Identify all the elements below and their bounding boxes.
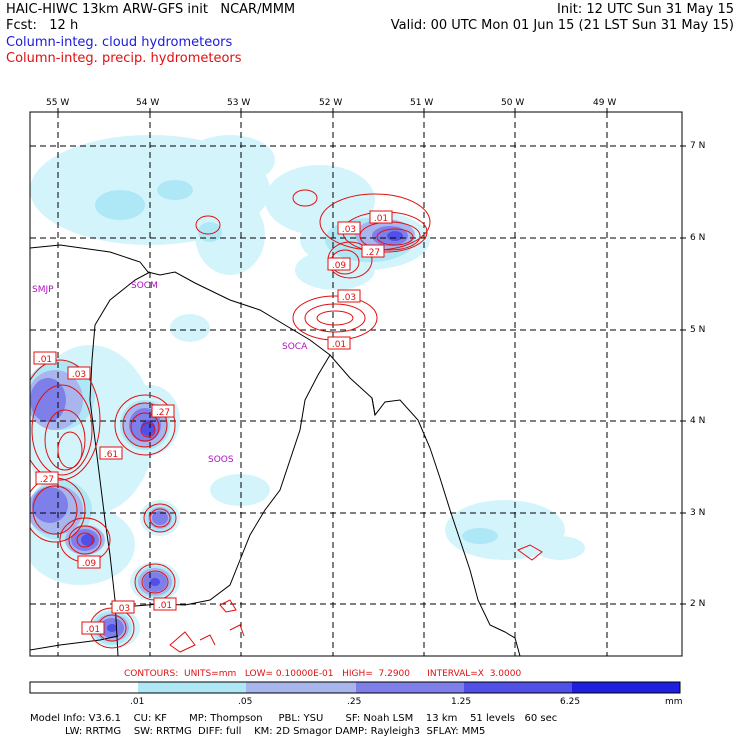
legend-cloud-title: Column-integ. cloud hydrometeors bbox=[6, 35, 233, 50]
contour-label: .09 bbox=[332, 261, 347, 271]
contour-label-boxes bbox=[33, 210, 393, 635]
lon-label: 52 W bbox=[319, 98, 343, 108]
legend-label: 1.25 bbox=[451, 697, 472, 707]
contour-label: .27 bbox=[40, 475, 54, 485]
station-label-socm: SOCM bbox=[131, 281, 158, 291]
precip-contours bbox=[30, 189, 543, 653]
contour-info: CONTOURS: UNITS=mm LOW= 0.10000E-01 HIGH… bbox=[124, 669, 522, 679]
station-label-soos: SOOS bbox=[208, 455, 234, 465]
lat-label: 7 N bbox=[690, 141, 706, 151]
header-valid: Valid: 00 UTC Mon 01 Jun 15 (21 LST Sun … bbox=[390, 18, 734, 33]
contour-label: .01 bbox=[38, 355, 52, 365]
legend-unit: mm bbox=[665, 697, 683, 707]
legend-label: 6.25 bbox=[560, 697, 581, 707]
contour-labels: .01 .03 .27 .09 .03 .01 .01 .03 .27 .61 … bbox=[38, 214, 388, 635]
lon-label: 50 W bbox=[501, 98, 525, 108]
header-init: Init: 12 UTC Sun 31 May 15 bbox=[557, 2, 734, 17]
lat-label: 5 N bbox=[690, 325, 706, 335]
footer-model-info: Model Info: V3.6.1 CU: KF MP: Thompson P… bbox=[30, 713, 558, 724]
legend-label: .05 bbox=[238, 697, 253, 707]
cloud-shading-blue bbox=[30, 226, 408, 638]
contour-label: .03 bbox=[342, 225, 356, 235]
lat-label: 6 N bbox=[690, 233, 706, 243]
axis-ticks bbox=[57, 108, 686, 605]
contour-label: .03 bbox=[342, 293, 356, 303]
lat-label: 4 N bbox=[690, 416, 706, 426]
lon-label: 54 W bbox=[136, 98, 160, 108]
contour-label: .03 bbox=[116, 604, 130, 614]
lon-label: 51 W bbox=[410, 98, 434, 108]
legend-precip-title: Column-integ. precip. hydrometeors bbox=[6, 51, 242, 66]
header-title: HAIC-HIWC 13km ARW-GFS init NCAR/MMM bbox=[6, 2, 296, 17]
color-legend-bar bbox=[29, 681, 681, 694]
contour-label: .01 bbox=[86, 625, 100, 635]
map-frame bbox=[29, 111, 683, 657]
lon-label: 49 W bbox=[593, 98, 617, 108]
station-label-smjp: SMJP bbox=[32, 285, 54, 295]
lon-label: 53 W bbox=[227, 98, 251, 108]
contour-label: .27 bbox=[156, 408, 170, 418]
lat-lon-grid bbox=[30, 112, 682, 656]
contour-label: .09 bbox=[82, 559, 97, 569]
contour-label: .27 bbox=[366, 248, 380, 258]
header-forecast: Fcst: 12 h bbox=[6, 18, 79, 33]
contour-label: .03 bbox=[72, 370, 86, 380]
contour-label: .01 bbox=[158, 601, 172, 611]
lat-label: 2 N bbox=[690, 599, 706, 609]
contour-label: .61 bbox=[104, 450, 118, 460]
legend-label: .25 bbox=[347, 697, 362, 707]
lon-label: 55 W bbox=[46, 98, 70, 108]
contour-label: .01 bbox=[332, 340, 346, 350]
contour-label: .01 bbox=[374, 214, 388, 224]
footer-physics-info: LW: RRTMG SW: RRTMG DIFF: full KM: 2D Sm… bbox=[30, 726, 486, 737]
station-label-soca: SOCA bbox=[282, 342, 308, 352]
legend-label: .01 bbox=[130, 697, 145, 707]
lat-label: 3 N bbox=[690, 508, 706, 518]
